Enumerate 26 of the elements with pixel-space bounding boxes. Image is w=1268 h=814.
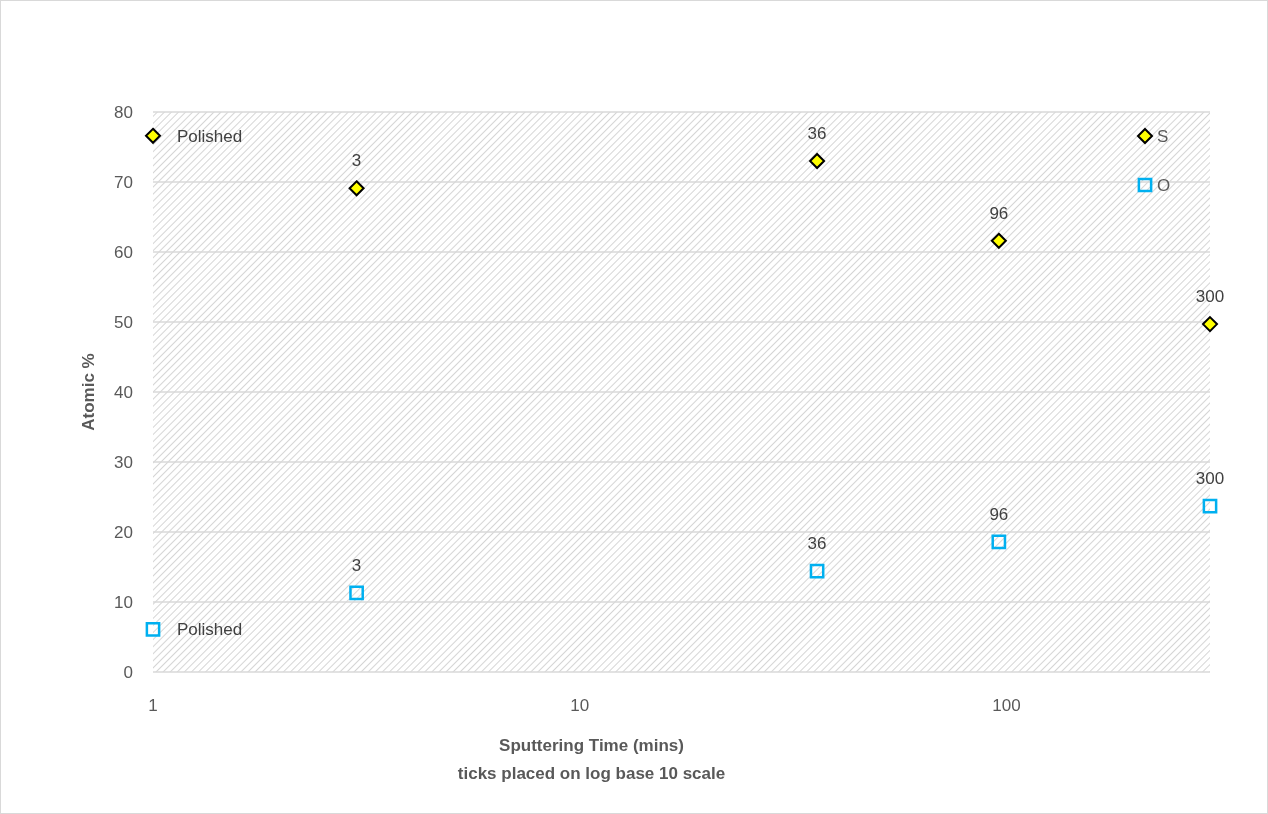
- annotation: 3: [351, 151, 362, 171]
- annotation: 96: [989, 203, 1009, 223]
- x-tick-label: 10: [570, 696, 590, 715]
- y-tick-label: 70: [114, 173, 133, 192]
- annotation: 3: [351, 555, 362, 575]
- x-axis-title: Sputtering Time (mins) ticks placed on log base 10 scale: [457, 736, 726, 783]
- annotation: 96: [989, 504, 1009, 524]
- y-tick-label: 50: [114, 313, 133, 332]
- annotation: 36: [807, 124, 827, 143]
- y-tick-label: 0: [123, 663, 133, 682]
- legend-label: S: [1157, 127, 1169, 146]
- y-tick-label: 60: [114, 243, 133, 262]
- annotation: Polished: [177, 126, 243, 146]
- y-tick-label: 10: [114, 593, 133, 612]
- legend-label: O: [1157, 176, 1171, 195]
- y-tick-label: 40: [114, 383, 133, 402]
- annotation: 36: [807, 534, 827, 554]
- y-axis-title: Atomic %: [79, 353, 98, 431]
- y-tick-label: 30: [114, 453, 133, 472]
- y-tick-label: 80: [114, 103, 133, 122]
- annotation: 300: [1195, 287, 1225, 307]
- y-tick-label: 20: [114, 523, 133, 542]
- x-tick-label: 100: [992, 696, 1021, 715]
- annotation: Polished: [177, 620, 243, 640]
- annotation: 300: [1195, 469, 1225, 489]
- x-tick-label: 1: [148, 696, 158, 715]
